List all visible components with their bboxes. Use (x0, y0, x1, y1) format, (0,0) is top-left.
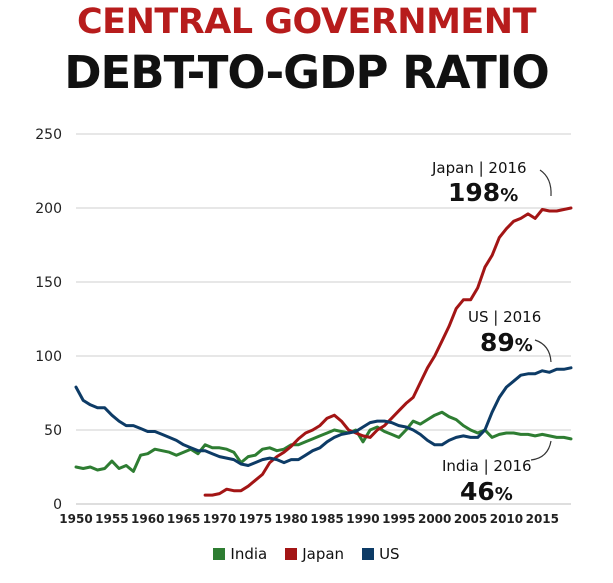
series-line-india (74, 410, 573, 473)
x-tick-label-1995: 1995 (382, 512, 415, 526)
annotation-india-value: 46% (460, 477, 513, 506)
legend-label-india: India (230, 545, 268, 563)
annotation-japan-label: Japan | 2016 (431, 159, 527, 177)
x-tick-label-1980: 1980 (275, 512, 308, 526)
x-tick-label-1965: 1965 (167, 512, 200, 526)
legend-item-japan: Japan (285, 545, 344, 563)
legend-swatch-us (362, 548, 375, 560)
legend: India Japan US (0, 545, 613, 563)
legend-label-us: US (379, 545, 400, 563)
annotation-us-value: 89% (480, 328, 533, 357)
x-tick-label-2010: 2010 (490, 512, 523, 526)
annotation-us-unit: % (515, 335, 533, 356)
x-axis-ticks: 1950 1955 1960 1965 1970 1975 1980 1985 1990 1995… (59, 512, 559, 526)
x-tick-label-2015: 2015 (526, 512, 559, 526)
x-tick-label-1985: 1985 (310, 512, 343, 526)
series-lines (74, 206, 573, 497)
gridlines (76, 133, 571, 505)
annotation-india-number: 46 (460, 477, 495, 506)
x-tick-label-1970: 1970 (203, 512, 236, 526)
annotation-japan-value: 198% (448, 178, 518, 207)
y-tick-label-150: 150 (35, 275, 62, 291)
annotation-us-label: US | 2016 (468, 308, 541, 326)
x-tick-label-1990: 1990 (346, 512, 379, 526)
legend-swatch-india (213, 548, 226, 560)
annotation-india-leader (530, 440, 552, 461)
y-axis-ticks: 0 50 100 150 200 250 (35, 127, 62, 513)
y-tick-label-50: 50 (44, 423, 62, 439)
y-tick-label-250: 250 (35, 127, 62, 143)
chart-title-line1: CENTRAL GOVERNMENT (77, 2, 536, 42)
annotation-india-label: India | 2016 (442, 457, 532, 475)
x-tick-label-1975: 1975 (239, 512, 272, 526)
annotation-japan-leader (539, 169, 552, 197)
x-tick-label-1955: 1955 (95, 512, 128, 526)
annotation-japan-unit: % (500, 185, 518, 206)
x-tick-label-1960: 1960 (131, 512, 164, 526)
x-tick-label-2005: 2005 (454, 512, 487, 526)
annotation-us-number: 89 (480, 328, 515, 357)
x-tick-label-2000: 2000 (418, 512, 451, 526)
chart-title-line2: DEBT-TO-GDP RATIO (64, 46, 550, 99)
y-tick-label-200: 200 (35, 201, 62, 217)
y-tick-label-100: 100 (35, 349, 62, 365)
annotation-us-leader (534, 339, 552, 363)
annotation-japan-number: 198 (448, 178, 500, 207)
annotations: Japan | 2016 198% US | 2016 89% India | … (431, 159, 552, 506)
series-line-us (74, 366, 573, 467)
legend-item-india: India (213, 545, 267, 563)
legend-label-japan: Japan (302, 545, 345, 563)
x-tick-label-1950: 1950 (59, 512, 92, 526)
y-tick-label-0: 0 (53, 497, 62, 513)
legend-item-us: US (362, 545, 400, 563)
legend-swatch-japan (285, 548, 298, 560)
annotation-india-unit: % (495, 484, 513, 505)
